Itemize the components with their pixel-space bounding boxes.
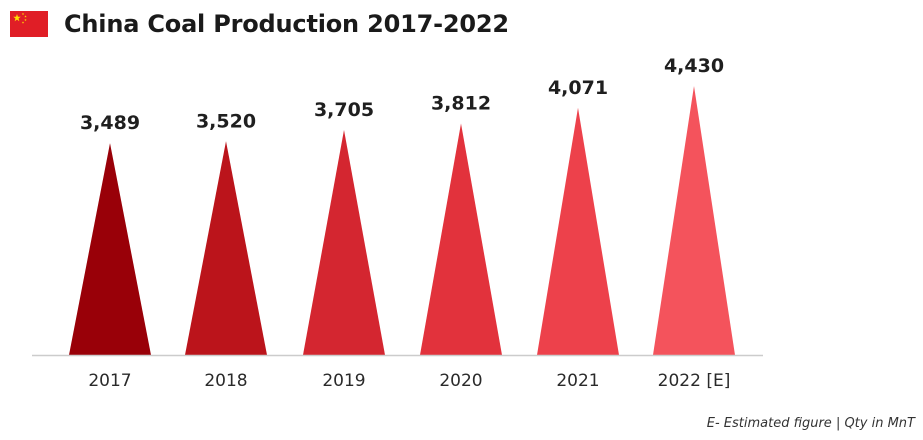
- value-label: 3,520: [196, 110, 256, 132]
- chart-header: China Coal Production 2017-2022: [10, 6, 509, 42]
- value-label: 3,812: [431, 93, 491, 115]
- value-label: 4,071: [548, 77, 608, 99]
- value-label: 3,705: [314, 99, 374, 121]
- bar-2022-e: [653, 86, 735, 355]
- category-label: 2018: [204, 371, 247, 391]
- flag-small-star: [24, 18, 27, 22]
- value-label: 3,489: [80, 112, 140, 134]
- bar-2018: [185, 141, 267, 355]
- bar-2020: [420, 123, 502, 355]
- footnote: E- Estimated figure | Qty in MnT: [706, 416, 915, 431]
- value-label: 4,430: [664, 55, 724, 77]
- flag-large-star: [13, 14, 21, 22]
- category-label: 2020: [439, 371, 482, 391]
- china-flag-icon: [10, 11, 48, 37]
- bar-2021: [537, 107, 619, 355]
- flag-small-star: [21, 12, 25, 16]
- category-label: 2021: [556, 371, 599, 391]
- category-label: 2019: [322, 371, 365, 391]
- category-label: 2017: [88, 371, 131, 391]
- category-label: 2022 [E]: [658, 371, 731, 391]
- chart-title: China Coal Production 2017-2022: [64, 10, 509, 38]
- bar-2019: [303, 130, 385, 355]
- bar-2017: [69, 143, 151, 355]
- flag-small-star: [21, 21, 25, 24]
- flag-small-star: [24, 15, 27, 18]
